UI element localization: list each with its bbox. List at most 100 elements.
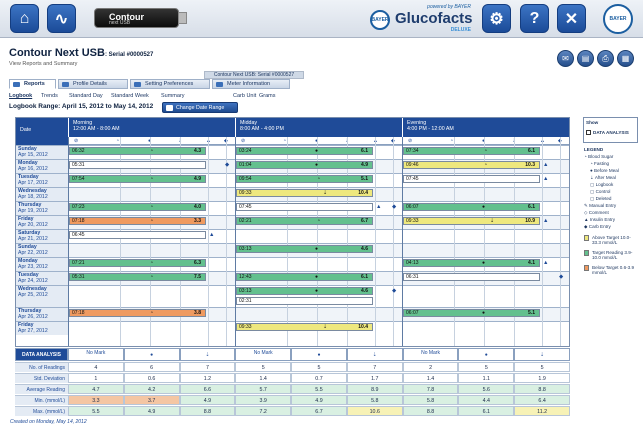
carb-entry-icon[interactable]: ◆ [225,162,230,168]
reading-entry[interactable]: 06:45 [69,231,206,239]
settings-icon[interactable]: ⚙ [482,4,511,33]
day-cell: Sunday Apr 15, 2012 [16,145,68,159]
analysis-cell: 2 [402,362,459,372]
column-symbol-icon: ● [315,138,318,144]
analysis-cell: 6.6 [179,384,236,394]
carb-entry-icon[interactable]: ◆ [392,204,397,210]
insulin-entry-icon[interactable]: ▲ [543,162,549,168]
period-icon-row: ⊘◔●⇣▲◆ [235,137,402,145]
carb-entry-icon[interactable]: ◆ [559,274,564,280]
subtab-logbook[interactable]: Logbook [9,93,33,99]
reading-entry[interactable]: 09:46 ◔ 10.3 [403,161,540,169]
carb-entry-icon[interactable]: ◆ [392,288,397,294]
analysis-cell: 4 [68,362,124,372]
reading-entry[interactable]: 03:24 ● 6.1 [236,147,373,155]
fasting-icon: ◔ [150,260,154,266]
tab-profile-details[interactable]: Profile Details [58,79,128,89]
fasting-icon: ◔ [484,148,488,154]
fasting-icon: ◔ [150,148,154,154]
insulin-entry-icon[interactable]: ▲ [543,218,549,224]
close-icon[interactable]: ✕ [557,4,586,33]
subtab-standard-day[interactable]: Standard Day [69,93,103,99]
reading-entry[interactable]: 07:18 ◔ 3.3 [69,217,206,225]
grid-line [317,137,318,346]
column-symbol-icon: ◆ [558,138,562,144]
reading-entry[interactable]: 06:07 ● 6.1 [403,203,540,211]
insulin-entry-icon[interactable]: ▲ [209,232,215,238]
home-icon[interactable]: ⌂ [10,4,39,33]
grid-line [484,137,485,346]
change-date-range-button[interactable]: Change Date Range [162,102,238,113]
grid-line [347,137,348,346]
analysis-column-header: ● [123,348,180,361]
grid-line [120,137,121,346]
reading-entry[interactable]: 09:54 ◔ 5.1 [236,175,373,183]
analysis-row-label: Max. (mmol/L) [15,406,68,416]
analysis-column-header: ⇣ [179,348,236,361]
grid-line [208,137,209,346]
insulin-entry-icon[interactable]: ▲ [376,204,382,210]
page-subtitle: View Reports and Summary [9,61,78,67]
reading-entry[interactable]: 02:21 ◔ 6.7 [236,217,373,225]
carb-unit-value[interactable]: Grams [259,93,276,99]
reading-entry[interactable]: 05:31 ◔ 7.5 [69,273,206,281]
reading-entry[interactable]: 07:21 ◔ 6.3 [69,259,206,267]
fasting-icon: ◔ [484,162,488,168]
legend-item: ◔ Blood Sugar [584,154,614,159]
tab-reports[interactable]: Reports [9,79,56,89]
reading-entry[interactable]: 07:18 ◔ 3.8 [69,309,206,317]
reading-entry[interactable]: 01:04 ● 4.9 [236,161,373,169]
day-cell: Friday Apr 27, 2012 [16,321,68,335]
reading-entry[interactable]: 03:13 ● 4.6 [236,287,373,295]
after-icon: ⇣ [323,190,328,196]
reading-entry[interactable]: 06:31 [403,273,540,281]
fasting-icon: ◔ [150,218,154,224]
analysis-cell: 6.7 [291,406,347,416]
reading-entry[interactable]: 03:13 ● 4.6 [236,245,373,253]
analysis-row-label: No. of Readings [15,362,68,372]
export-icon[interactable]: ▦ [617,50,634,67]
reading-entry[interactable]: 07:34 ◔ 6.1 [403,147,540,155]
target-reading-swatch [584,250,589,256]
tab-meter-information[interactable]: Meter Information [212,79,290,89]
reading-entry[interactable]: 07:45 [236,203,373,211]
column-symbol-icon: ◆ [391,138,395,144]
reading-entry[interactable]: 06:07 ● 5.1 [403,309,540,317]
analysis-cell: 1.9 [514,373,570,383]
reading-entry[interactable]: 06:32 ◔ 4.3 [69,147,206,155]
reading-entry[interactable]: 07:23 ◔ 4.0 [69,203,206,211]
data-analysis-checkbox[interactable] [586,130,591,135]
reading-entry[interactable]: 12:43 ● 6.1 [236,273,373,281]
subtab-summary[interactable]: Summary [161,93,185,99]
fasting-icon: ◔ [150,176,154,182]
legend-item: ◇ Comment [584,210,609,215]
reading-entry[interactable]: 09:33 ⇣ 10.4 [236,189,373,197]
grid-line [454,137,455,346]
meter-icon[interactable]: ∿ [47,4,76,33]
reading-entry[interactable]: 05:31 [69,161,206,169]
reading-entry[interactable]: 04:13 ● 4.1 [403,259,540,267]
reading-entry[interactable]: 02:31 [236,297,373,305]
save-icon[interactable]: ▤ [577,50,594,67]
legend-item: ▢ Control [590,189,611,194]
insulin-entry-icon[interactable]: ▲ [543,176,549,182]
help-icon[interactable]: ? [520,4,549,33]
after-icon: ⇣ [490,218,495,224]
period-icon-row: ⊘◔●⇣▲◆ [402,137,569,145]
reading-entry[interactable]: 09:33 ⇣ 10.9 [403,217,540,225]
analysis-cell: 7.8 [402,384,459,394]
reading-entry[interactable]: 07:54 ◔ 4.9 [69,175,206,183]
reading-entry[interactable]: 07:45 [403,175,540,183]
subtab-standard-week[interactable]: Standard Week [111,93,149,99]
reading-entry[interactable]: 09:33 ⇣ 10.4 [236,323,373,331]
insulin-entry-icon[interactable]: ▲ [543,260,549,266]
glucofacts-logo: powered by BAYER Glucofacts DELUXE [395,4,473,33]
print-icon[interactable]: ⎙ [597,50,614,67]
fasting-icon: ◔ [150,274,154,280]
tab-setting-preferences[interactable]: Setting Preferences [130,79,210,89]
analysis-cell: 5 [514,362,570,372]
subtab-trends[interactable]: Trends [41,93,58,99]
email-icon[interactable]: ✉ [557,50,574,67]
before-icon: ● [482,260,486,266]
